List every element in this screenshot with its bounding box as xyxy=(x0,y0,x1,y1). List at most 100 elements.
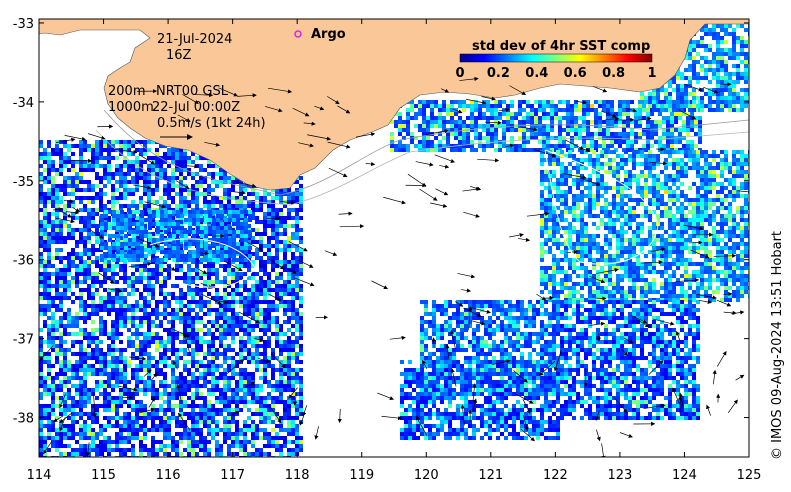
sst-pixel xyxy=(39,352,43,356)
sst-pixel xyxy=(179,188,183,192)
sst-pixel xyxy=(626,112,630,116)
sst-pixel xyxy=(183,156,187,160)
sst-pixel xyxy=(99,180,103,184)
sst-pixel xyxy=(498,116,502,120)
sst-pixel xyxy=(498,104,502,108)
sst-pixel xyxy=(538,120,542,124)
sst-pixel xyxy=(47,200,51,204)
sst-pixel xyxy=(472,428,476,432)
sst-pixel xyxy=(454,124,458,128)
sst-pixel xyxy=(464,368,468,372)
sst-pixel xyxy=(63,428,67,432)
sst-pixel xyxy=(215,296,219,300)
sst-pixel xyxy=(183,392,187,396)
sst-pixel xyxy=(191,276,195,280)
sst-pixel xyxy=(279,436,283,440)
sst-pixel xyxy=(59,292,63,296)
sst-pixel xyxy=(682,136,686,140)
sst-pixel xyxy=(239,196,243,200)
sst-pixel xyxy=(263,188,267,192)
sst-pixel xyxy=(432,436,436,440)
sst-pixel xyxy=(115,380,119,384)
sst-pixel xyxy=(518,112,522,116)
sst-pixel xyxy=(79,264,83,268)
sst-pixel xyxy=(195,272,199,276)
sst-pixel xyxy=(171,156,175,160)
sst-pixel xyxy=(586,108,590,112)
sst-pixel xyxy=(127,280,131,284)
sst-pixel xyxy=(207,428,211,432)
sst-pixel xyxy=(163,344,167,348)
sst-pixel xyxy=(215,312,219,316)
sst-pixel xyxy=(179,376,183,380)
sst-pixel xyxy=(400,404,404,408)
sst-pixel xyxy=(295,228,299,232)
sst-pixel xyxy=(674,116,678,120)
sst-pixel xyxy=(171,336,175,340)
sst-pixel xyxy=(115,400,119,404)
sst-pixel xyxy=(175,204,179,208)
sst-pixel xyxy=(223,296,227,300)
sst-pixel xyxy=(63,412,67,416)
sst-pixel xyxy=(143,204,147,208)
sst-pixel xyxy=(231,180,235,184)
sst-pixel xyxy=(147,364,151,368)
sst-pixel xyxy=(95,368,99,372)
sst-pixel xyxy=(91,448,95,452)
sst-pixel xyxy=(55,284,59,288)
sst-pixel xyxy=(456,392,460,396)
sst-pixel xyxy=(95,208,99,212)
sst-pixel xyxy=(400,436,404,440)
sst-pixel xyxy=(540,432,544,436)
sst-pixel xyxy=(95,452,99,456)
sst-pixel xyxy=(143,304,147,308)
sst-pixel xyxy=(123,148,127,152)
sst-pixel xyxy=(115,312,119,316)
sst-pixel xyxy=(99,164,103,168)
sst-pixel xyxy=(518,128,522,132)
sst-pixel xyxy=(119,372,123,376)
sst-pixel xyxy=(75,400,79,404)
sst-pixel xyxy=(231,360,235,364)
sst-pixel xyxy=(554,104,558,108)
sst-pixel xyxy=(271,440,275,444)
sst-pixel xyxy=(131,436,135,440)
sst-pixel xyxy=(163,348,167,352)
sst-pixel xyxy=(490,104,494,108)
sst-pixel xyxy=(167,340,171,344)
sst-pixel xyxy=(179,384,183,388)
sst-pixel xyxy=(151,188,155,192)
sst-pixel xyxy=(271,352,275,356)
sst-pixel xyxy=(504,412,508,416)
sst-pixel xyxy=(147,356,151,360)
sst-pixel xyxy=(295,288,299,292)
sst-pixel xyxy=(95,336,99,340)
sst-pixel xyxy=(103,392,107,396)
sst-pixel xyxy=(39,448,43,452)
sst-pixel xyxy=(99,392,103,396)
sst-pixel xyxy=(67,308,71,312)
sst-pixel xyxy=(43,236,47,240)
sst-pixel xyxy=(39,256,43,260)
sst-pixel xyxy=(287,364,291,368)
sst-pixel xyxy=(131,352,135,356)
sst-pixel xyxy=(251,236,255,240)
sst-pixel xyxy=(666,132,670,136)
sst-pixel xyxy=(279,400,283,404)
sst-pixel xyxy=(171,344,175,348)
sst-pixel xyxy=(279,352,283,356)
sst-pixel xyxy=(71,448,75,452)
sst-pixel xyxy=(123,144,127,148)
sst-pixel xyxy=(295,344,299,348)
sst-pixel xyxy=(59,388,63,392)
sst-pixel xyxy=(67,272,71,276)
sst-pixel xyxy=(231,376,235,380)
sst-pixel xyxy=(291,192,295,196)
sst-pixel xyxy=(51,168,55,172)
sst-pixel xyxy=(147,172,151,176)
sst-pixel xyxy=(259,404,263,408)
sst-pixel xyxy=(55,352,59,356)
sst-pixel xyxy=(271,320,275,324)
sst-pixel xyxy=(115,416,119,420)
sst-pixel xyxy=(143,316,147,320)
